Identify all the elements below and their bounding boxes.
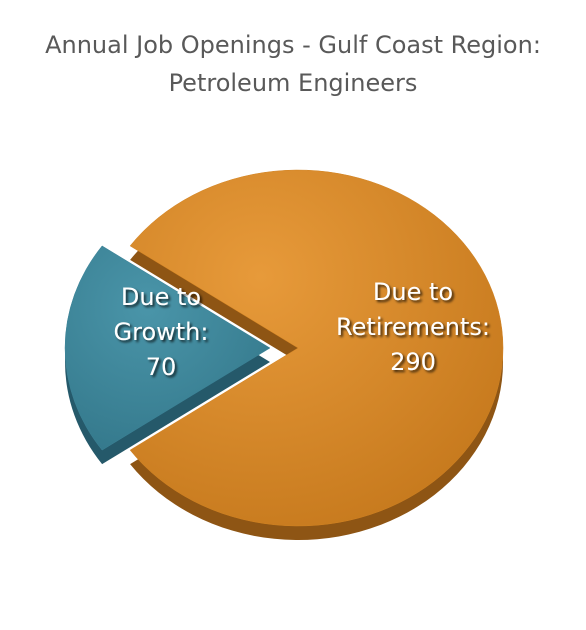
pie-slice-label-line: Retirements: xyxy=(336,313,490,341)
chart-title-line-1: Annual Job Openings - Gulf Coast Region: xyxy=(45,31,541,59)
pie-slice-label-line: Due to xyxy=(121,283,201,311)
pie-slice-0 xyxy=(129,169,504,527)
pie-slice-label-0: Due to Retirements: 290 xyxy=(336,278,490,376)
pie-slice-label-line: 70 xyxy=(146,353,177,381)
pie-slice-label-line: 290 xyxy=(390,348,436,376)
pie-slice-label-line: Due to xyxy=(373,278,453,306)
pie-labels: Due to Retirements: 290 Due to Growth: 70 xyxy=(114,278,490,381)
chart-title-line-2: Petroleum Engineers xyxy=(168,69,418,97)
pie-slice-1 xyxy=(64,245,271,451)
pie-slice-label-1: Due to Growth: 70 xyxy=(114,283,209,381)
chart-title: Annual Job Openings - Gulf Coast Region:… xyxy=(0,26,586,102)
pie-slice-label-line: Growth: xyxy=(114,318,209,346)
pie-slices xyxy=(64,169,504,540)
